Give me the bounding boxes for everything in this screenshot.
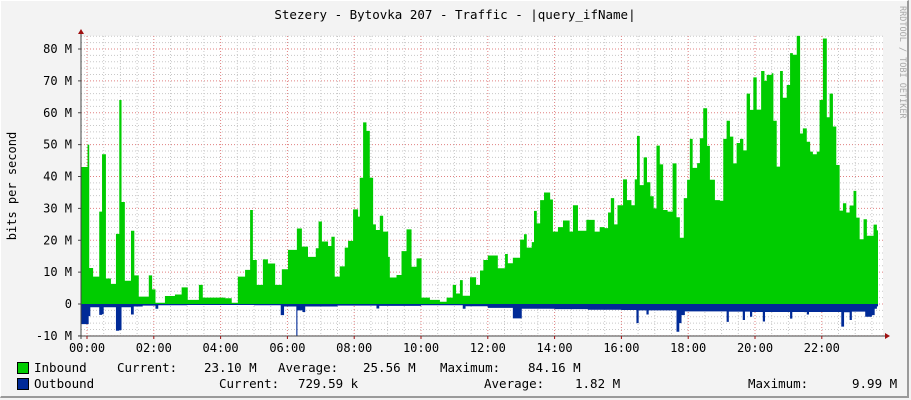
outbound-label: Outbound (34, 376, 95, 391)
y-tick-label: -10 M (36, 329, 72, 343)
inbound-average-value: 25.56 M (363, 360, 416, 375)
y-tick-label: 20 M (43, 233, 72, 247)
y-tick-label: 50 M (43, 138, 72, 152)
inbound-current-label: Current: (117, 360, 178, 375)
y-tick-label: 10 M (43, 265, 72, 279)
outbound-current-label: Current: (219, 376, 280, 391)
x-axis-arrow-icon (885, 333, 890, 339)
inbound-maximum-label: Maximum: (440, 360, 501, 375)
x-tick-label: 00:00 (69, 341, 105, 355)
x-tick-label: 18:00 (670, 341, 706, 355)
x-tick-label: 20:00 (737, 341, 773, 355)
x-tick-label: 12:00 (470, 341, 506, 355)
y-tick-label: 40 M (43, 170, 72, 184)
tick-labels: -10 M 0 10 M 20 M 30 M 40 M 50 M 60 M 70 M 80 M 00… (36, 42, 840, 355)
inbound-maximum-value: 84.16 M (528, 360, 581, 375)
y-tick-label: 30 M (43, 201, 72, 215)
y-tick-label: 70 M (43, 74, 72, 88)
outbound-swatch (17, 378, 29, 390)
axes (78, 29, 890, 339)
x-tick-label: 04:00 (203, 341, 239, 355)
x-tick-label: 14:00 (537, 341, 573, 355)
x-tick-label: 22:00 (804, 341, 840, 355)
rrdtool-watermark: RRDTOOL / TOBI OETIKER (897, 6, 907, 119)
series-areas (81, 35, 878, 336)
chart-title: Stezery - Bytovka 207 - Traffic - |query… (274, 7, 635, 22)
inbound-swatch (17, 362, 29, 374)
y-tick-label: 60 M (43, 106, 72, 120)
inbound-area (81, 35, 878, 305)
x-tick-label: 06:00 (269, 341, 305, 355)
outbound-average-label: Average: (484, 376, 545, 391)
outbound-maximum-value: 9.99 M (852, 376, 898, 391)
y-tick-label: 0 (65, 297, 72, 311)
inbound-average-label: Average: (278, 360, 339, 375)
outbound-area (81, 304, 878, 336)
x-tick-label: 02:00 (136, 341, 172, 355)
inbound-label: Inbound (34, 360, 87, 375)
x-tick-label: 16:00 (603, 341, 639, 355)
outbound-maximum-label: Maximum: (748, 376, 809, 391)
inbound-current-value: 23.10 M (204, 360, 257, 375)
x-tick-label: 10:00 (403, 341, 439, 355)
x-tick-label: 08:00 (336, 341, 372, 355)
y-tick-label: 80 M (43, 42, 72, 56)
outbound-average-value: 1.82 M (575, 376, 621, 391)
outbound-current-value: 729.59 k (298, 376, 359, 391)
y-axis-arrow-icon (78, 29, 84, 34)
y-axis-label: bits per second (5, 132, 19, 240)
